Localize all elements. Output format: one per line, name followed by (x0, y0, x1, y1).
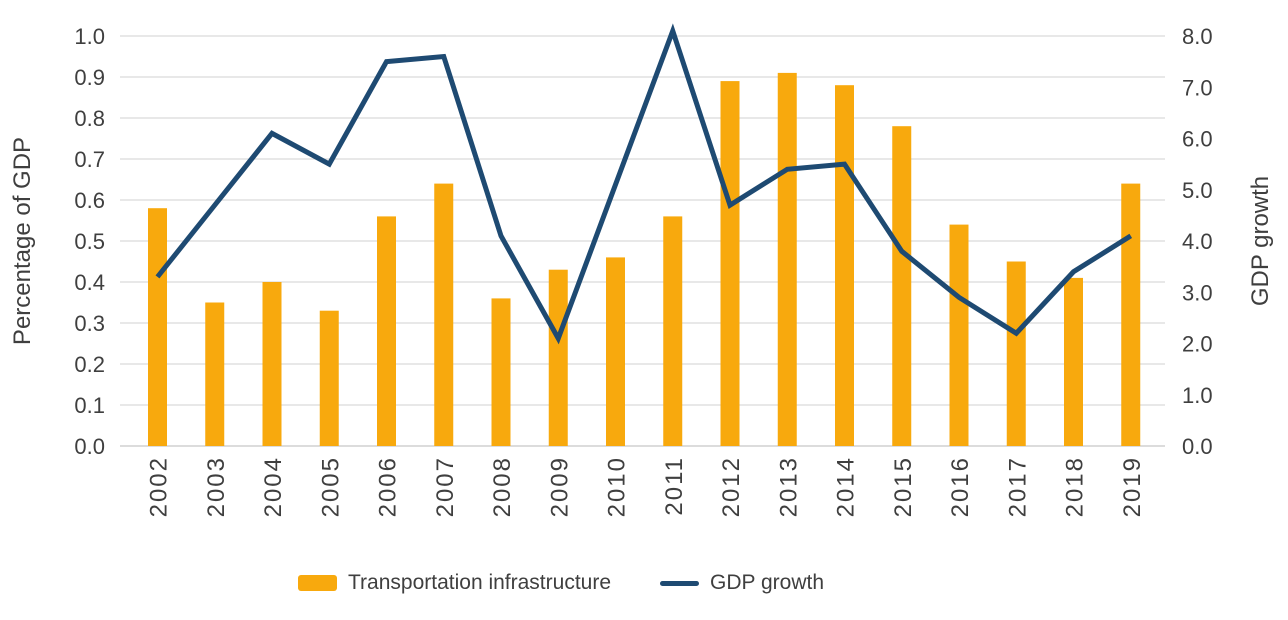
year-label-2007: 2007 (432, 456, 459, 517)
year-label-2019: 2019 (1119, 456, 1146, 517)
right-tick-label: 6.0 (1182, 127, 1213, 152)
year-label-2015: 2015 (890, 456, 917, 517)
year-label-2014: 2014 (833, 456, 860, 517)
year-label-2005: 2005 (317, 456, 344, 517)
year-label-2006: 2006 (375, 456, 402, 517)
right-tick-label: 8.0 (1182, 24, 1213, 49)
bar-2012 (720, 81, 740, 446)
left-tick-label: 0.3 (74, 311, 105, 336)
year-label-2009: 2009 (546, 456, 573, 517)
year-label-2002: 2002 (146, 456, 173, 517)
bar-2013 (777, 72, 797, 447)
bar-2002 (148, 208, 167, 446)
bar-2014 (835, 85, 854, 446)
left-tick-label: 0.1 (74, 393, 105, 418)
left-axis-title: Percentage of GDP (9, 137, 36, 345)
legend-label-transportation-infrastructure: Transportation infrastructure (348, 571, 612, 594)
left-tick-label: 0.2 (74, 352, 105, 377)
year-label-2010: 2010 (604, 456, 631, 517)
year-label-2003: 2003 (203, 456, 230, 517)
bar-2008 (491, 298, 511, 446)
gridlines (120, 35, 1165, 447)
legend-label-gdp-growth: GDP growth (710, 571, 824, 594)
year-label-2018: 2018 (1062, 456, 1089, 517)
line-series-gdp-growth (155, 23, 1133, 345)
right-axis-ticks: 8.0 7.0 6.0 5.0 4.0 3.0 2.0 1.0 0.0 (1182, 24, 1213, 459)
year-label-2011: 2011 (661, 456, 688, 516)
left-tick-label: 0.8 (74, 106, 105, 131)
bar-series-transportation-infrastructure (148, 72, 1141, 447)
year-label-2016: 2016 (947, 456, 974, 517)
x-axis-year-labels: 2002 2003 2004 2005 2006 2007 2008 2009 2010 2011… (146, 456, 1146, 517)
bar-2004 (262, 282, 282, 446)
year-label-2008: 2008 (489, 456, 516, 517)
left-tick-label: 1.0 (74, 24, 105, 49)
bar-2009 (548, 269, 568, 446)
bar-2003 (205, 302, 225, 446)
right-tick-label: 5.0 (1182, 178, 1213, 203)
left-tick-label: 0.5 (74, 229, 105, 254)
right-tick-label: 0.0 (1182, 434, 1213, 459)
line-series-swatch-icon (660, 580, 699, 586)
legend-item-transportation-infrastructure: Transportation infrastructure (298, 571, 611, 595)
left-axis-ticks: 1.0 0.9 0.8 0.7 0.6 0.5 0.4 0.3 0.2 0.1 0.0 (74, 24, 105, 459)
bar-2019 (1121, 183, 1141, 446)
bar-2017 (1006, 261, 1026, 446)
bar-2018 (1064, 277, 1083, 446)
year-label-2013: 2013 (775, 456, 802, 517)
bar-2007 (434, 183, 454, 446)
bar-2016 (949, 224, 969, 446)
gdp-growth-line (155, 23, 1133, 345)
bar-2006 (377, 216, 396, 446)
legend-item-gdp-growth: GDP growth (660, 571, 824, 595)
left-tick-label: 0.9 (74, 65, 105, 90)
left-tick-label: 0.4 (74, 270, 105, 295)
left-tick-label: 0.6 (74, 188, 105, 213)
bar-2011 (663, 216, 683, 446)
right-axis-title: GDP growth (1247, 176, 1274, 306)
right-tick-label: 7.0 (1182, 75, 1213, 100)
year-label-2004: 2004 (260, 456, 287, 517)
bar-2015 (892, 126, 912, 446)
right-tick-label: 3.0 (1182, 280, 1213, 305)
right-tick-label: 2.0 (1182, 332, 1213, 357)
year-label-2017: 2017 (1004, 456, 1031, 517)
right-tick-label: 4.0 (1182, 229, 1213, 254)
bar-2005 (319, 310, 339, 446)
left-tick-label: 0.7 (74, 147, 105, 172)
right-tick-label: 1.0 (1182, 383, 1213, 408)
bar-2010 (606, 257, 625, 446)
year-label-2012: 2012 (718, 456, 745, 517)
left-tick-label: 0.0 (74, 434, 105, 459)
bar-series-swatch-icon (298, 575, 337, 591)
